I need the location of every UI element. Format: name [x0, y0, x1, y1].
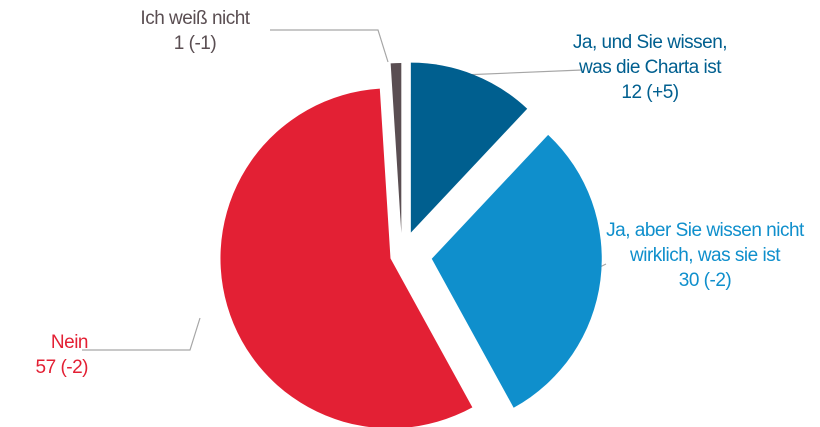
pie-slice: [220, 88, 473, 427]
pie-slice: [410, 62, 528, 233]
leader-line: [461, 69, 583, 76]
value-label: 1 (-1): [173, 33, 217, 54]
leader-line: [82, 317, 201, 351]
category-label: Ich weiß nicht: [140, 8, 250, 29]
value-label: 57 (-2): [35, 357, 89, 378]
category-label: Ja, aber Sie wissen nicht wirklich, was …: [606, 220, 804, 266]
slice-label: Ich weiß nicht 1 (-1): [100, 6, 290, 56]
slice-label: Nein 57 (-2): [0, 330, 89, 380]
category-label: Ja, und Sie wissen, was die Charta ist: [572, 32, 728, 78]
slice-label: Ja, und Sie wissen, was die Charta ist 12…: [565, 30, 735, 105]
pie-slice: [390, 63, 402, 234]
pie-slice: [431, 134, 602, 408]
slice-label: Ja, aber Sie wissen nicht wirklich, was …: [600, 218, 810, 293]
value-label: 12 (+5): [621, 82, 679, 103]
value-label: 30 (-2): [678, 270, 732, 291]
category-label: Nein: [50, 332, 89, 353]
leader-line: [270, 29, 389, 63]
